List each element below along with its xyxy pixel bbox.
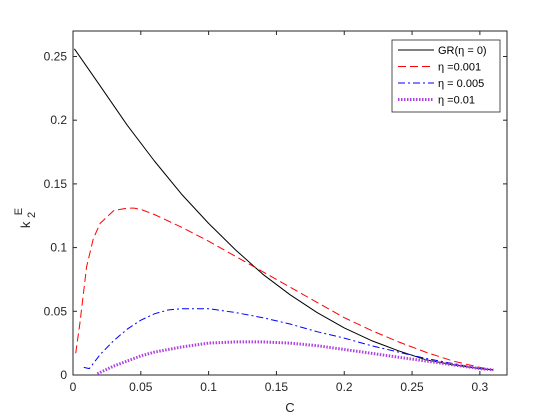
y-tick-label: 0.1 [50, 241, 67, 255]
x-tick-label: 0.1 [200, 380, 217, 394]
x-tick-label: 0.25 [400, 380, 424, 394]
legend-label: η =0.01 [438, 95, 475, 107]
legend: GR(η = 0) η =0.001 η = 0.005 η =0.01 [391, 39, 501, 113]
axis-ticks: 0 0.05 0.1 0.15 0.2 0.25 0.3 0 0.05 0.1 0.15 0.2 0.2… [44, 31, 507, 394]
legend-label: η =0.001 [438, 62, 481, 74]
legend-label: η = 0.005 [438, 78, 484, 90]
y-tick-label: 0.15 [44, 177, 68, 191]
y-axis-label-main: k [18, 221, 33, 228]
x-tick-label: 0.15 [265, 380, 289, 394]
y-tick-label: 0.2 [50, 113, 67, 127]
series-line-3 [83, 308, 494, 371]
x-axis-label: C [285, 400, 294, 415]
y-axis-label-sup: E [13, 208, 25, 215]
x-tick-label: 0.05 [129, 380, 153, 394]
y-axis-label-sub: 2 [26, 212, 38, 218]
x-tick-label: 0 [70, 380, 77, 394]
series-line-2 [75, 207, 494, 371]
legend-label: GR(η = 0) [438, 45, 487, 57]
x-tick-label: 0.2 [336, 380, 353, 394]
y-tick-label: 0.25 [44, 49, 68, 63]
x-tick-label: 0.3 [472, 380, 489, 394]
y-tick-label: 0 [60, 368, 67, 382]
series-layer [73, 48, 494, 376]
y-axis-label: k 2 E [13, 208, 38, 228]
svg-text:k 2 E: k 2 E [13, 208, 38, 228]
y-tick-label: 0.05 [44, 304, 68, 318]
